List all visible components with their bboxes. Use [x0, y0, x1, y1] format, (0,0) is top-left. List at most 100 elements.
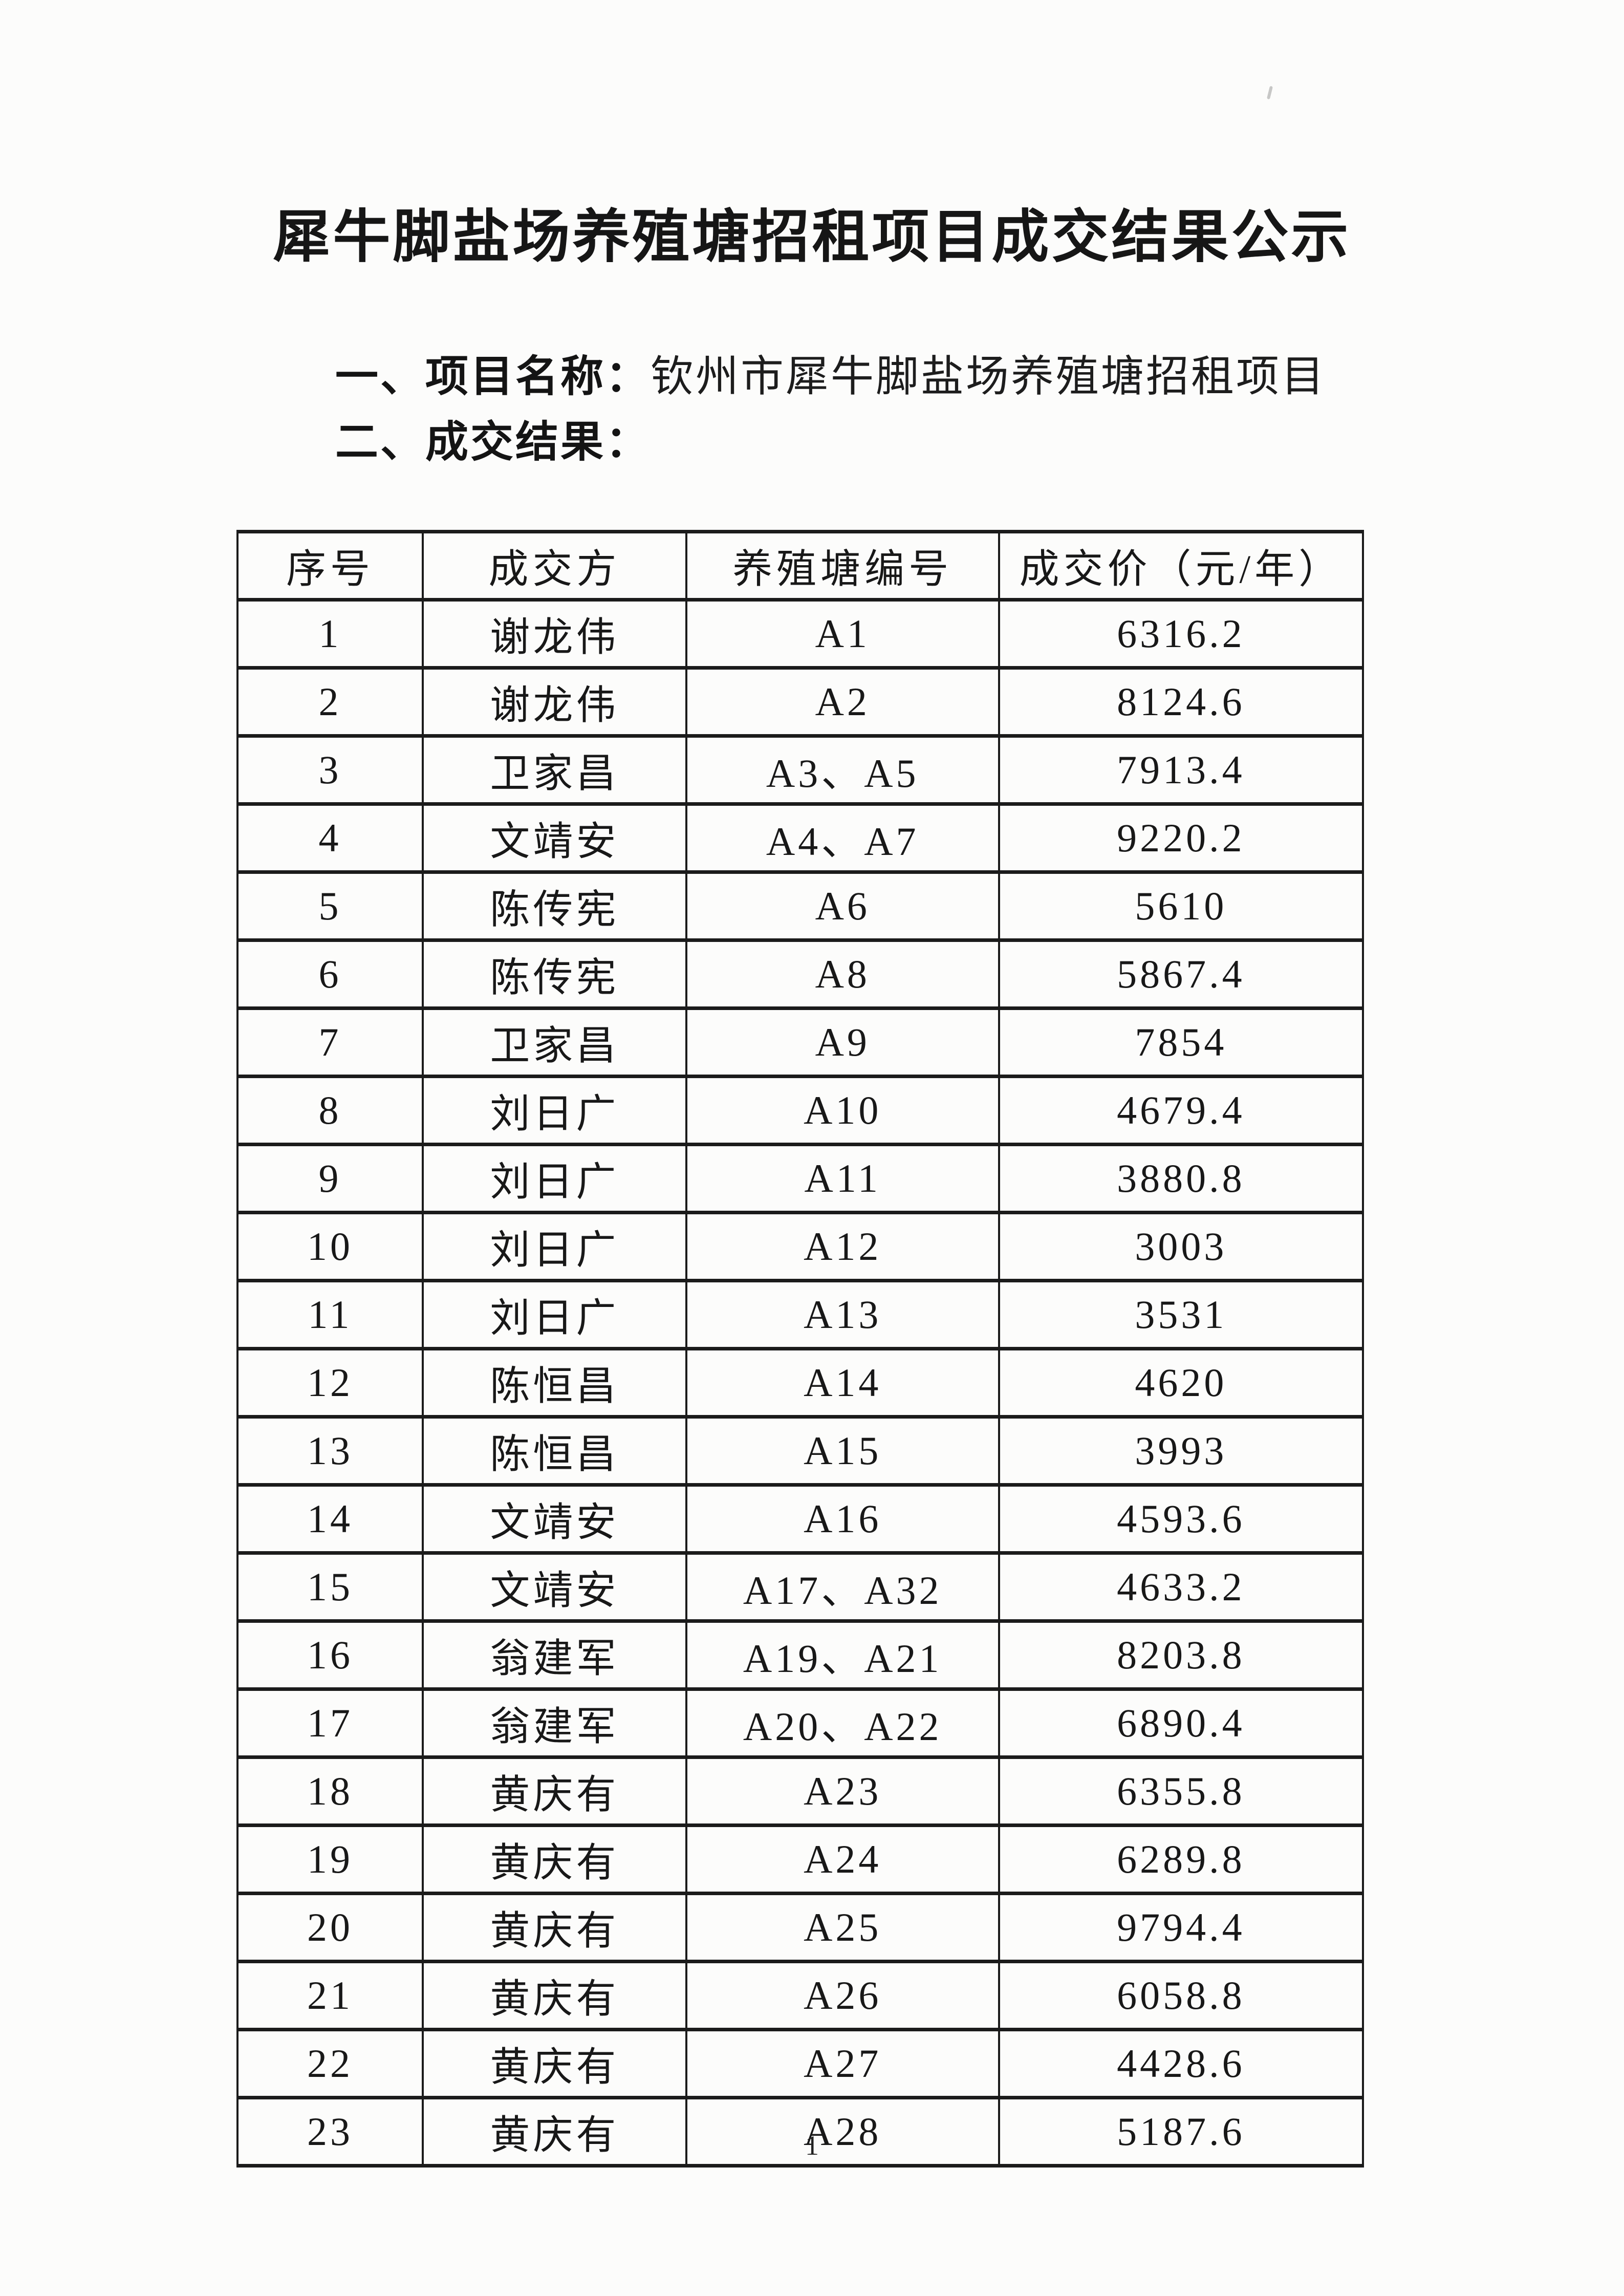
cell: 2 [236, 666, 424, 738]
cell: 7 [236, 1006, 424, 1078]
table-header-row: 序号 成交方 养殖塘编号 成交价（元/年） [236, 530, 1365, 602]
cell: 21 [236, 1960, 424, 2031]
column-header: 成交价（元/年） [998, 530, 1365, 602]
cell: 7913.4 [998, 734, 1365, 806]
cell: 5610 [998, 870, 1365, 942]
table-row: 22 黄庆有 A27 4428.6 [236, 2028, 1365, 2099]
cell: A24 [685, 1823, 1000, 1895]
cell: 谢龙伟 [421, 598, 687, 670]
cell: 7854 [998, 1006, 1365, 1078]
table-row: 21 黄庆有 A26 6058.8 [236, 1960, 1365, 2031]
cell: 4633.2 [998, 1551, 1365, 1623]
cell: 12 [236, 1347, 424, 1419]
cell: 6316.2 [998, 598, 1365, 670]
table-row: 11 刘日广 A13 3531 [236, 1279, 1365, 1350]
results-table: 序号 成交方 养殖塘编号 成交价（元/年） 1 谢龙伟 A1 6316.2 2 谢龙伟 A2 812… [236, 530, 1365, 2168]
cell: 陈传宪 [421, 938, 687, 1010]
cell: 文靖安 [421, 1483, 687, 1555]
cell: 6058.8 [998, 1960, 1365, 2031]
cell: 翁建军 [421, 1619, 687, 1691]
page-number: 1 [805, 2130, 819, 2161]
cell: 3880.8 [998, 1143, 1365, 1214]
cell: 5867.4 [998, 938, 1365, 1010]
cell: 刘日广 [421, 1075, 687, 1146]
column-header: 成交方 [421, 530, 687, 602]
table-row: 13 陈恒昌 A15 3993 [236, 1415, 1365, 1487]
cell: 黄庆有 [421, 1755, 687, 1827]
table-row: 15 文靖安 A17、A32 4633.2 [236, 1551, 1365, 1623]
cell: 3531 [998, 1279, 1365, 1350]
table-row: 7 卫家昌 A9 7854 [236, 1006, 1365, 1078]
project-name-label: 一、项目名称： [335, 352, 651, 400]
table-row: 3 卫家昌 A3、A5 7913.4 [236, 734, 1365, 806]
table-row: 14 文靖安 A16 4593.6 [236, 1483, 1365, 1555]
cell: 刘日广 [421, 1279, 687, 1350]
cell: 20 [236, 1892, 424, 1963]
cell: 陈传宪 [421, 870, 687, 942]
cell: A1 [685, 598, 1000, 670]
cell: 23 [236, 2096, 424, 2168]
table-row: 10 刘日广 A12 3003 [236, 1211, 1365, 1282]
cell: 文靖安 [421, 802, 687, 874]
cell: 4593.6 [998, 1483, 1365, 1555]
cell: A16 [685, 1483, 1000, 1555]
cell: 11 [236, 1279, 424, 1350]
cell: A27 [685, 2028, 1000, 2099]
table-row: 2 谢龙伟 A2 8124.6 [236, 666, 1365, 738]
cell: 文靖安 [421, 1551, 687, 1623]
cell: 黄庆有 [421, 1960, 687, 2031]
table-row: 18 黄庆有 A23 6355.8 [236, 1755, 1365, 1827]
cell: 3003 [998, 1211, 1365, 1282]
cell: A19、A21 [685, 1619, 1000, 1691]
cell: A14 [685, 1347, 1000, 1419]
cell: 黄庆有 [421, 2096, 687, 2168]
cell: A15 [685, 1415, 1000, 1487]
cell: 6890.4 [998, 1687, 1365, 1759]
cell: 3 [236, 734, 424, 806]
cell: 8 [236, 1075, 424, 1146]
cell: 5187.6 [998, 2096, 1365, 2168]
cell: 黄庆有 [421, 1892, 687, 1963]
table-row: 20 黄庆有 A25 9794.4 [236, 1892, 1365, 1963]
cell: 16 [236, 1619, 424, 1691]
table-row: 12 陈恒昌 A14 4620 [236, 1347, 1365, 1419]
project-name-value: 钦州市犀牛脚盐场养殖塘招租项目 [651, 353, 1327, 401]
cell: 8203.8 [998, 1619, 1365, 1691]
table-row: 19 黄庆有 A24 6289.8 [236, 1823, 1365, 1895]
cell: 9220.2 [998, 802, 1365, 874]
cell: 6289.8 [998, 1823, 1365, 1895]
transaction-result-line: 二、成交结果： [335, 407, 651, 469]
cell: 4620 [998, 1347, 1365, 1419]
column-header: 序号 [236, 530, 424, 602]
cell: A2 [685, 666, 1000, 738]
table-row: 17 翁建军 A20、A22 6890.4 [236, 1687, 1365, 1759]
cell: 6355.8 [998, 1755, 1365, 1827]
table-row: 4 文靖安 A4、A7 9220.2 [236, 802, 1365, 874]
cell: A28 [685, 2096, 1000, 2168]
cell: 10 [236, 1211, 424, 1282]
cell: 1 [236, 598, 424, 670]
cell: 4 [236, 802, 424, 874]
cell: 刘日广 [421, 1143, 687, 1214]
table-row: 8 刘日广 A10 4679.4 [236, 1075, 1365, 1146]
cell: A25 [685, 1892, 1000, 1963]
cell: A11 [685, 1143, 1000, 1214]
project-name-line: 一、项目名称：钦州市犀牛脚盐场养殖塘招租项目 [335, 342, 1326, 404]
table-row: 1 谢龙伟 A1 6316.2 [236, 598, 1365, 670]
cell: A26 [685, 1960, 1000, 2031]
cell: 19 [236, 1823, 424, 1895]
cell: 14 [236, 1483, 424, 1555]
cell: 9 [236, 1143, 424, 1214]
cell: 谢龙伟 [421, 666, 687, 738]
document-title: 犀牛脚盐场养殖塘招租项目成交结果公示 [273, 205, 1351, 269]
cell: 22 [236, 2028, 424, 2099]
cell: 4679.4 [998, 1075, 1365, 1146]
cell: 9794.4 [998, 1892, 1365, 1963]
cell: 黄庆有 [421, 1823, 687, 1895]
table-row: 5 陈传宪 A6 5610 [236, 870, 1365, 942]
cell: 15 [236, 1551, 424, 1623]
cell: 翁建军 [421, 1687, 687, 1759]
table-row: 16 翁建军 A19、A21 8203.8 [236, 1619, 1365, 1691]
cell: 13 [236, 1415, 424, 1487]
